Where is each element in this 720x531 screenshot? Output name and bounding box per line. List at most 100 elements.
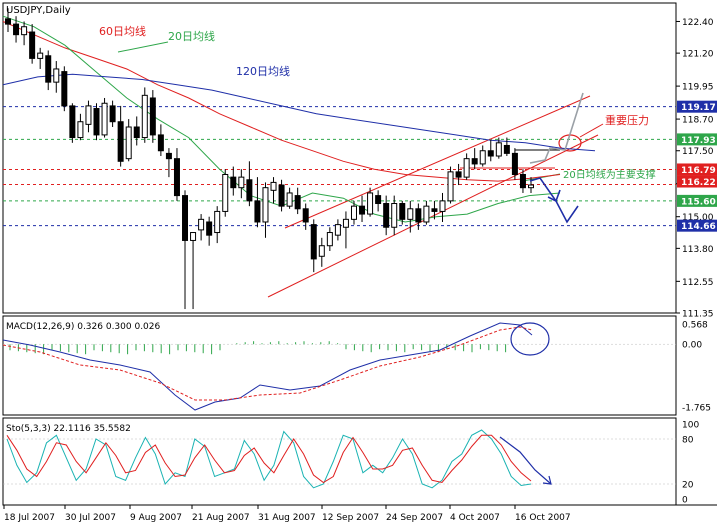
candle-bull [495, 142, 502, 157]
macd-highlight-circle [510, 322, 550, 356]
macd-y-tick-label: -1.765 [682, 404, 711, 414]
annotation-ma60: 60日均线 [99, 24, 146, 38]
sto-y-tick-label: 100 [682, 421, 699, 431]
main-title: USDJPY,Daily [6, 5, 71, 16]
candle-bull [125, 126, 132, 160]
candle-bull [53, 68, 60, 83]
x-tick-label: 30 Jul 2007 [65, 513, 116, 523]
candle-bear [519, 173, 526, 189]
candle-bull [238, 176, 245, 189]
candle-bull [528, 184, 534, 189]
channel-lower [267, 134, 599, 298]
x-tick-label: 21 Aug 2007 [192, 513, 250, 523]
macd-y-tick-label: 0.00 [682, 341, 702, 351]
price-level-box [677, 175, 717, 188]
x-tick-label: 16 Oct 2007 [515, 513, 571, 523]
annotation-resistance: 重要压力 [605, 113, 649, 127]
candle-bear [310, 224, 317, 260]
candle-bull [318, 245, 325, 257]
candle-bear [69, 105, 76, 139]
price-level-box [677, 100, 717, 113]
candle-bull [190, 232, 197, 241]
candle-bull [222, 173, 229, 212]
price-level-label: 117.93 [681, 136, 716, 146]
y-tick-label: 121.20 [682, 50, 714, 60]
main-panel-frame [2, 2, 677, 314]
resistance-pointer [579, 123, 604, 138]
sto-title: Sto(5,3,3) 22.1116 35.5582 [6, 424, 131, 434]
candle-bull [37, 52, 44, 59]
macd-line [2, 322, 533, 411]
annotation-support: 20日均线为主要支撑 [563, 168, 656, 181]
macd-y-tick-label: 0.568 [682, 321, 708, 331]
annotation-ma120: 120日均线 [236, 64, 290, 78]
price-level-label: 114.66 [681, 222, 716, 232]
candle-bear [375, 195, 382, 205]
candle-bear [302, 208, 309, 223]
candle-bear [117, 121, 124, 162]
candle-bull [334, 224, 341, 236]
candle-bear [399, 203, 406, 220]
candle-bull [21, 26, 28, 36]
candle-bear [455, 171, 462, 178]
candle-bull [214, 210, 221, 234]
stochastic-panel: 100 80 20 0 [3, 421, 699, 506]
price-level-box [677, 133, 717, 146]
candle-bull [342, 218, 349, 228]
candle-bear [246, 179, 253, 202]
candle-bull [350, 205, 357, 220]
sto-forecast-arrowhead [542, 475, 552, 485]
y-tick-label: 117.50 [682, 147, 714, 157]
candle-bull [439, 200, 446, 212]
y-tick-label: 118.70 [682, 116, 714, 126]
candle-bear [230, 176, 237, 189]
y-tick-label: 112.55 [682, 278, 714, 288]
sto-y-tick-label: 80 [682, 436, 694, 446]
x-tick-label: 12 Sep 2007 [322, 513, 379, 523]
candlesticks [5, 8, 534, 310]
y-tick-label: 119.95 [682, 83, 714, 93]
candle-bear [61, 71, 68, 107]
candle-bear [173, 158, 180, 197]
ma20-pointer [117, 41, 169, 53]
candle-bull [85, 105, 92, 125]
price-level-box [677, 163, 717, 176]
candle-bear [29, 31, 36, 59]
candle-bull [447, 171, 454, 202]
price-level-box [677, 194, 717, 207]
sto-y-tick-label: 20 [682, 481, 694, 491]
x-tick-label: 4 Oct 2007 [450, 513, 500, 523]
x-axis: 18 Jul 2007 30 Jul 2007 9 Aug 2007 21 Aug 2… [3, 505, 571, 523]
candle-bear [133, 126, 140, 139]
sto-k-line [6, 429, 532, 489]
forecast-up-path [529, 92, 584, 164]
macd-signal-line [2, 326, 533, 401]
macd-panel: 0.568 0.00 -1.765 [2, 321, 711, 414]
y-tick-label: 115.00 [682, 213, 714, 223]
candle-bull [463, 158, 470, 178]
candle-bull [198, 218, 205, 231]
candle-bull [286, 192, 293, 207]
candle-bear [415, 208, 422, 223]
ma60-line [2, 21, 561, 182]
candle-bear [165, 152, 172, 160]
price-level-label: 115.60 [681, 197, 716, 207]
forecast-lines [529, 92, 584, 224]
candle-bull [77, 121, 84, 139]
candle-bear [13, 23, 20, 36]
candle-bull [262, 187, 269, 223]
candle-bear [149, 97, 156, 136]
candle-bear [5, 18, 11, 25]
candle-bull [423, 205, 430, 223]
y-tick-label: 111.35 [682, 310, 714, 320]
candle-bull [141, 94, 148, 139]
sto-forecast-arrow [499, 436, 552, 485]
candle-bull [479, 150, 486, 165]
candle-bull [270, 181, 277, 191]
candle-bear [157, 134, 164, 152]
candle-bear [383, 203, 390, 228]
price-level-label: 116.79 [681, 166, 716, 176]
ma120-line [2, 73, 596, 152]
candle-bear [278, 184, 285, 207]
